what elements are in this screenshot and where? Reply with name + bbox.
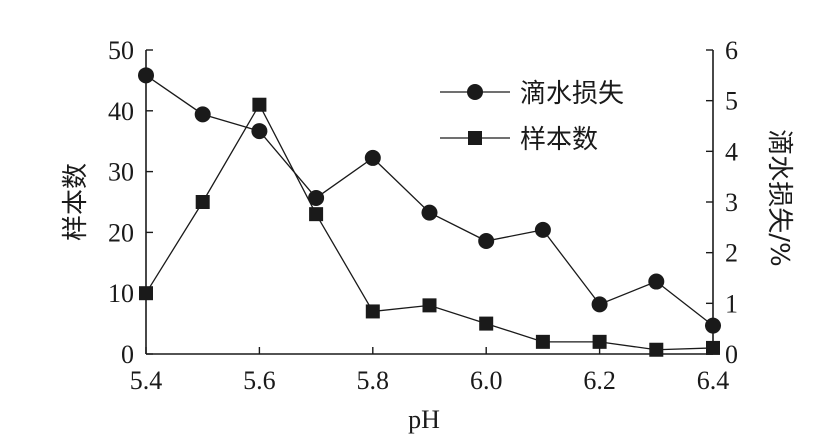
left-tick-label: 10 — [108, 279, 134, 308]
right-tick-label: 2 — [725, 239, 738, 268]
x-tick-label: 5.6 — [243, 366, 276, 395]
data-point-square — [479, 316, 494, 331]
x-tick-label: 6.0 — [470, 366, 503, 395]
left-tick-label: 40 — [108, 97, 134, 126]
data-point-square — [422, 298, 437, 313]
x-tick-label: 5.8 — [357, 366, 390, 395]
data-point-square — [649, 342, 664, 357]
right-tick-label: 4 — [725, 137, 738, 166]
series-line-1 — [145, 74, 714, 327]
left-tick-label: 30 — [108, 158, 134, 187]
x-tick-label: 5.4 — [130, 366, 163, 395]
data-point-square — [309, 207, 324, 222]
data-point-square — [592, 334, 607, 349]
legend-label-2: 样本数 — [520, 125, 598, 155]
x-tick-label: 6.4 — [697, 366, 730, 395]
left-tick-label: 20 — [108, 218, 134, 247]
right-axis-title: 滴水损失/% — [764, 129, 794, 266]
data-point-circle — [591, 296, 608, 313]
right-tick-label: 0 — [725, 340, 738, 369]
legend-marker-circle — [467, 84, 483, 100]
data-point-square — [195, 195, 210, 209]
data-point-circle — [534, 221, 551, 238]
data-point-circle — [648, 273, 665, 290]
x-axis-title: pH — [408, 405, 440, 434]
data-point-square — [139, 286, 153, 301]
right-tick-label: 5 — [725, 87, 738, 116]
series-line-2 — [145, 103, 714, 351]
legend-label-1: 滴水损失 — [520, 79, 624, 109]
data-point-circle — [705, 317, 721, 334]
data-point-square — [535, 334, 550, 349]
data-point-square — [252, 97, 267, 112]
legend-marker-square — [468, 131, 482, 145]
data-point-circle — [251, 123, 268, 140]
data-point-square — [365, 304, 380, 319]
data-point-circle — [421, 204, 438, 221]
right-tick-label: 3 — [725, 188, 738, 217]
left-tick-label: 50 — [108, 36, 134, 65]
axes: 0 10 20 30 40 50 0 1 2 3 4 5 6 5.4 5.6 5.8 6.0 6.2 6.4 pH 样本… — [61, 36, 794, 434]
x-tick-label: 6.2 — [583, 366, 616, 395]
data-point-circle — [138, 67, 154, 84]
data-point-circle — [194, 106, 211, 123]
data-point-circle — [308, 189, 325, 206]
series-layer — [138, 67, 721, 357]
right-tick-label: 1 — [725, 289, 738, 318]
data-point-circle — [364, 149, 381, 166]
left-tick-label: 0 — [121, 340, 134, 369]
right-tick-label: 6 — [725, 36, 738, 65]
left-axis-title: 样本数 — [61, 163, 91, 241]
data-point-circle — [478, 233, 495, 250]
data-point-square — [706, 340, 720, 355]
